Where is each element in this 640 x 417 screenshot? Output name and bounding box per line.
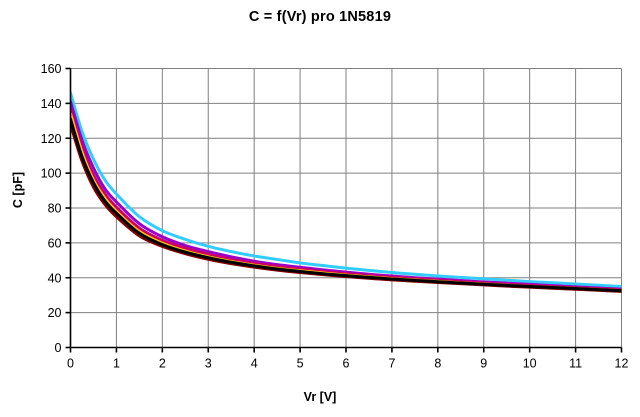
y-tick-label: 100	[41, 167, 62, 181]
y-tick-label: 120	[41, 132, 62, 146]
y-tick-label: 60	[48, 236, 62, 250]
x-tick-label: 3	[205, 357, 212, 371]
x-tick-label: 12	[615, 357, 629, 371]
series-line	[70, 117, 622, 293]
data-series	[70, 91, 622, 293]
series-line	[70, 91, 622, 288]
y-tick-label: 160	[41, 62, 62, 76]
x-tick-label: 6	[343, 357, 350, 371]
x-tick-label: 7	[388, 357, 395, 371]
y-tick-label: 80	[48, 202, 62, 216]
y-axis-title: C [pF]	[11, 171, 25, 209]
y-tick-label: 140	[41, 97, 62, 111]
x-tick-label: 10	[523, 357, 537, 371]
x-tick-label: 5	[297, 357, 304, 371]
y-tick-label: 40	[48, 271, 62, 285]
x-axis-title: Vr [V]	[303, 390, 337, 404]
chart-title: C = f(Vr) pro 1N5819	[248, 9, 392, 25]
x-tick-label: 4	[251, 357, 258, 371]
y-tick-label: 0	[55, 341, 62, 355]
y-tick-label: 20	[48, 306, 62, 320]
x-tick-label: 2	[159, 357, 166, 371]
x-tick-label: 1	[113, 357, 120, 371]
axis-ticks	[65, 67, 623, 353]
grid-lines	[70, 68, 622, 348]
x-tick-label: 8	[434, 357, 441, 371]
x-tick-label: 9	[480, 357, 487, 371]
x-tick-label: 0	[67, 357, 74, 371]
x-tick-label: 11	[569, 357, 582, 371]
